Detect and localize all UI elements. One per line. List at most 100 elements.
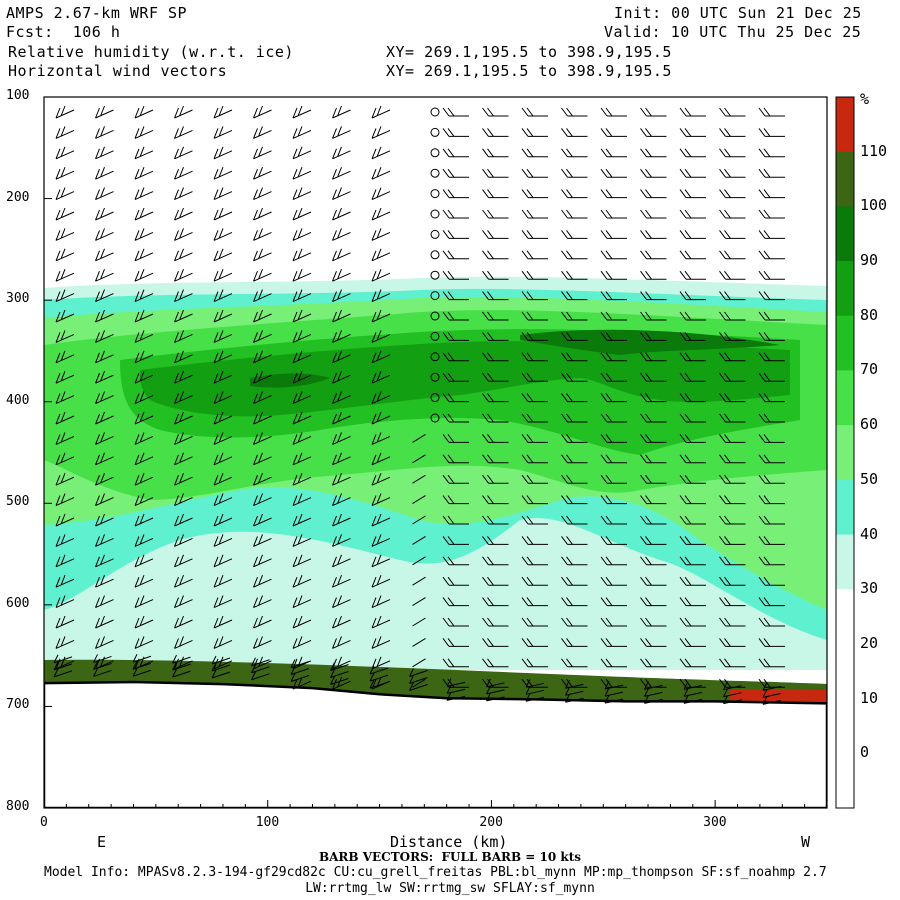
wind-barb xyxy=(332,615,351,629)
wind-barb xyxy=(371,636,391,649)
wind-barb xyxy=(55,513,75,527)
wind-barb xyxy=(332,534,351,547)
wind-barb xyxy=(679,393,706,403)
wind-barb xyxy=(292,248,312,262)
wind-barb xyxy=(253,513,272,527)
calm-wind-circle xyxy=(430,393,440,403)
colorbar-label: 70 xyxy=(860,360,879,379)
rh-field xyxy=(44,97,827,808)
wind-barb xyxy=(292,350,312,364)
wind-barb xyxy=(719,250,746,260)
wind-barb xyxy=(600,413,627,423)
wind-barb xyxy=(640,576,667,586)
wind-barb xyxy=(719,454,746,464)
colorbar-label: 10 xyxy=(860,688,879,707)
wind-barb xyxy=(292,554,312,568)
wind-barb xyxy=(521,617,548,627)
wind-barb xyxy=(332,146,351,160)
wind-barb xyxy=(95,350,114,364)
wind-barb xyxy=(561,658,588,668)
wind-barb xyxy=(561,556,588,566)
wind-barb xyxy=(332,350,351,364)
wind-barb xyxy=(371,105,391,119)
wind-barb xyxy=(600,434,627,443)
wind-barb xyxy=(371,207,391,221)
wind-barb xyxy=(55,391,75,405)
wind-barb xyxy=(371,146,391,160)
wind-barb xyxy=(758,372,785,382)
wind-barb xyxy=(332,105,351,119)
plot-frame xyxy=(43,96,828,809)
wind-barb xyxy=(446,678,466,687)
wind-barb xyxy=(371,452,391,466)
wind-barb xyxy=(332,411,351,425)
wind-barb xyxy=(134,350,154,364)
wind-barb xyxy=(253,228,272,241)
wind-barb xyxy=(371,371,391,384)
wind-barb xyxy=(292,432,312,445)
wind-barb xyxy=(253,493,272,507)
wind-barb xyxy=(134,167,154,180)
wind-barb xyxy=(719,393,746,403)
wind-barb xyxy=(679,250,706,260)
wind-barb xyxy=(482,617,509,627)
wind-barb xyxy=(55,350,75,364)
wind-barb xyxy=(292,513,312,527)
wind-barb xyxy=(292,187,312,201)
wind-barb xyxy=(292,595,312,609)
calm-wind-circle xyxy=(430,229,440,239)
wind-barb xyxy=(412,535,426,545)
wind-barb xyxy=(95,575,114,588)
wind-barb xyxy=(371,473,391,486)
wind-barb xyxy=(213,513,233,527)
wind-barb xyxy=(561,107,588,117)
colorbar-segment xyxy=(836,206,854,262)
valid-time: Valid: 10 UTC Thu 25 Dec 25 xyxy=(604,23,862,41)
wind-barb xyxy=(521,148,548,158)
y-tick-label: 200 xyxy=(6,189,30,205)
wind-barb xyxy=(600,556,627,566)
wind-barb xyxy=(371,575,391,588)
wind-barb xyxy=(719,270,746,280)
wind-barb xyxy=(758,638,785,647)
wind-barb xyxy=(521,658,548,668)
wind-barb xyxy=(412,637,426,647)
x-axis-label: Distance (km) xyxy=(390,833,508,851)
wind-barb xyxy=(409,675,428,685)
wind-barb xyxy=(371,289,391,303)
wind-barb xyxy=(442,209,469,219)
wind-barb xyxy=(412,556,426,566)
wind-barb xyxy=(412,474,426,484)
wind-barb xyxy=(134,187,154,201)
wind-barb xyxy=(719,168,746,178)
wind-barb xyxy=(371,228,391,241)
wind-barb xyxy=(95,534,114,547)
wind-barb xyxy=(640,189,667,199)
wind-barb xyxy=(758,576,785,586)
wind-barb xyxy=(442,638,469,647)
wind-barb xyxy=(719,128,746,137)
wind-barb xyxy=(371,513,391,527)
wind-barb xyxy=(213,371,233,384)
wind-barb xyxy=(55,554,75,568)
wind-barb xyxy=(758,291,785,301)
wind-barb xyxy=(95,146,114,160)
wind-barb xyxy=(55,636,75,649)
calm-wind-circle xyxy=(430,189,440,199)
wind-barb xyxy=(253,411,272,425)
wind-barb xyxy=(600,454,627,464)
wind-barb xyxy=(292,207,312,221)
xy-range-1: XY= 269.1,195.5 to 398.9,195.5 xyxy=(386,43,672,61)
wind-barb xyxy=(521,311,548,321)
wind-barb xyxy=(561,250,588,260)
wind-barb xyxy=(561,597,588,607)
colorbar-segment xyxy=(836,753,854,809)
wind-barb xyxy=(292,371,312,384)
wind-barb xyxy=(561,148,588,158)
wind-barb xyxy=(600,474,627,484)
wind-barb xyxy=(134,575,154,588)
wind-barb xyxy=(134,289,154,303)
wind-barb xyxy=(561,454,588,464)
wind-barb xyxy=(251,664,270,674)
